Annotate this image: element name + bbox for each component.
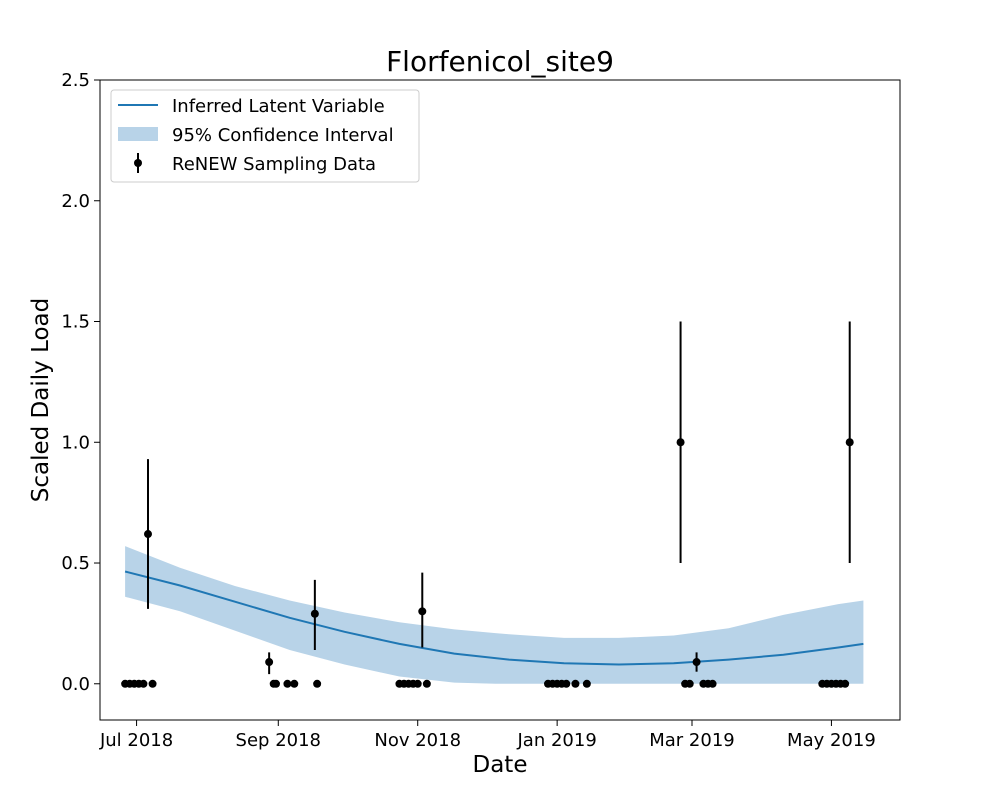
y-tick-label: 2.5 <box>61 70 90 91</box>
confidence-band-layer <box>125 546 864 684</box>
x-axis-label: Date <box>473 752 528 778</box>
data-point-28 <box>676 438 685 447</box>
data-point-34 <box>708 679 717 688</box>
x-tick-label: Jan 2019 <box>517 730 597 751</box>
data-point-6 <box>148 679 157 688</box>
data-point-31 <box>692 658 701 667</box>
legend-marker-swatch <box>134 159 142 167</box>
y-tick-label: 1.5 <box>61 312 90 333</box>
data-point-10 <box>283 679 292 688</box>
chart-title: Florfenicol_site9 <box>386 45 614 78</box>
latent-line-layer <box>124 570 864 666</box>
y-tick-label: 1.0 <box>61 432 90 453</box>
legend-box <box>110 89 420 183</box>
data-point-18 <box>413 679 422 688</box>
data-point-20 <box>422 679 431 688</box>
legend-band-swatch <box>118 127 158 141</box>
x-axis-ticks: Jul 2018 Sep 2018 Nov 2018 Jan 2019 Mar 2019… <box>99 720 876 751</box>
data-point-27 <box>582 679 591 688</box>
legend: Inferred Latent Variable 95% Confidence … <box>110 89 420 183</box>
x-tick-label: Jul 2018 <box>99 730 173 751</box>
data-point-4 <box>139 679 148 688</box>
sampling-points-layer <box>121 321 854 688</box>
y-tick-label: 0.0 <box>61 674 90 695</box>
data-point-5 <box>144 530 152 539</box>
latent-variable-line <box>124 570 864 666</box>
data-point-25 <box>562 679 571 688</box>
x-tick-label: Mar 2019 <box>649 730 735 751</box>
data-point-30 <box>685 679 694 688</box>
data-point-7 <box>265 658 274 667</box>
legend-entry-latent: Inferred Latent Variable <box>172 96 385 117</box>
data-point-12 <box>310 609 319 618</box>
data-point-40 <box>841 679 850 688</box>
y-tick-label: 0.5 <box>61 553 90 574</box>
data-point-19 <box>418 607 427 616</box>
x-tick-label: May 2019 <box>787 730 876 751</box>
data-point-11 <box>290 679 299 688</box>
legend-entry-confidence: 95% Confidence Interval <box>172 125 394 146</box>
y-axis-label: Scaled Daily Load <box>28 298 54 502</box>
data-point-13 <box>313 679 322 688</box>
x-tick-label: Nov 2018 <box>374 730 461 751</box>
data-point-41 <box>845 438 854 447</box>
y-axis-ticks: 0.0 0.5 1.0 1.5 2.0 2.5 <box>61 70 100 695</box>
data-point-9 <box>272 679 280 688</box>
x-tick-label: Sep 2018 <box>236 730 321 751</box>
data-point-26 <box>571 679 580 688</box>
legend-entry-sampling: ReNEW Sampling Data <box>172 154 376 175</box>
confidence-band <box>125 546 864 684</box>
y-tick-label: 2.0 <box>61 191 90 212</box>
plot-frame <box>99 79 901 721</box>
